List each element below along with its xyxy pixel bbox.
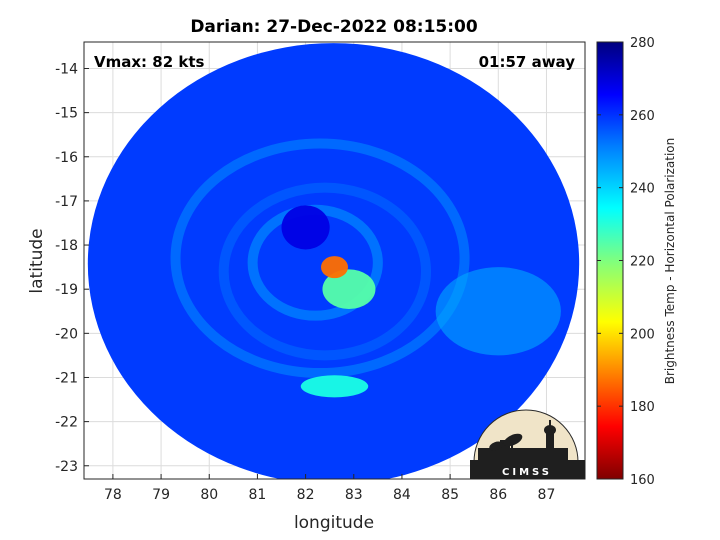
feature-eastern-rainband [435, 267, 561, 356]
x-tick-label: 87 [538, 487, 556, 503]
y-tick-label: -20 [55, 326, 78, 342]
colorbar: 160 180 200 220 240 260 280 Brightness Temp - … [596, 36, 677, 488]
x-tick-label: 78 [104, 487, 122, 503]
y-tick-label: -16 [55, 150, 78, 166]
feature-southern-rainband [300, 375, 369, 398]
time-away-annotation: 01:57 away [479, 53, 576, 71]
y-tick-label: -18 [55, 238, 78, 254]
feature-eye [281, 205, 330, 250]
x-tick-label: 84 [393, 487, 411, 503]
colorbar-gradient [596, 41, 624, 480]
colorbar-tick-label: 180 [630, 400, 655, 415]
x-axis-label: longitude [294, 513, 374, 533]
colorbar-tick-label: 160 [630, 473, 655, 488]
vmax-annotation: Vmax: 82 kts [94, 53, 204, 71]
y-tick-label: -21 [55, 370, 78, 386]
cimss-logo-text: CIMSS [502, 467, 552, 478]
plot-frame [83, 41, 586, 480]
colorbar-tick-label: 280 [630, 36, 655, 51]
x-tick-label: 85 [441, 487, 459, 503]
y-tick-label: -17 [55, 194, 78, 210]
brightness-temperature-swath [87, 43, 580, 479]
x-tick-label: 81 [249, 487, 267, 503]
y-tick-label: -22 [55, 415, 78, 431]
x-tick-label: 79 [152, 487, 170, 503]
y-tick-label: -23 [55, 459, 78, 475]
feature-inner-core [322, 269, 376, 310]
x-tick-label: 82 [297, 487, 315, 503]
x-tick-label: 83 [345, 487, 363, 503]
colorbar-ticks: 160 180 200 220 240 260 280 [597, 36, 655, 488]
y-axis-label: latitude [27, 228, 47, 293]
colorbar-tick-label: 240 [630, 182, 655, 197]
feature-warm-core [321, 256, 348, 279]
x-tick-label: 86 [489, 487, 507, 503]
x-tick-label: 80 [200, 487, 218, 503]
y-tick-label: -19 [55, 282, 78, 298]
rainband-ring [218, 182, 432, 361]
y-tick-label: -14 [55, 61, 78, 77]
colorbar-tick-label: 260 [630, 109, 655, 124]
cimss-logo: CIMSS [470, 409, 585, 479]
x-axis-ticks: 78 79 80 81 82 83 84 85 86 87 [104, 474, 555, 503]
colorbar-label: Brightness Temp - Horizontal Polarizatio… [663, 138, 677, 385]
chart-title: Darian: 27-Dec-2022 08:15:00 [190, 17, 478, 37]
y-axis-ticks: -14 -15 -16 -17 -18 -19 -20 -21 -22 -23 [55, 61, 89, 475]
rainband-ring [170, 138, 470, 379]
y-tick-label: -15 [55, 106, 78, 122]
colorbar-tick-label: 200 [630, 327, 655, 342]
colorbar-tick-label: 220 [630, 255, 655, 270]
